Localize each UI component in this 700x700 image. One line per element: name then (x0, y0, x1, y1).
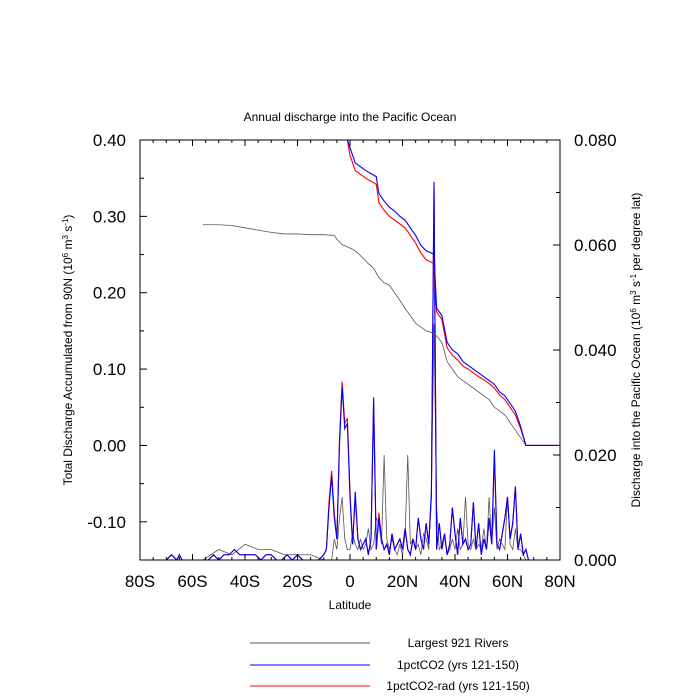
x-tick-label: 60S (177, 572, 207, 591)
x-tick-label: 40S (230, 572, 260, 591)
x-tick-label: 80S (125, 572, 155, 591)
y-left-tick-label: 0.10 (93, 360, 126, 379)
series-line-accumulated-0 (203, 224, 560, 446)
y-left-tick-label: 0.00 (93, 436, 126, 455)
x-tick-label: 20N (387, 572, 418, 591)
legend: Largest 921 Rivers 1pctCO2 (yrs 121-150) 1… (250, 636, 530, 693)
y-left-tick-label: -0.10 (87, 513, 126, 532)
series-layer (140, 140, 560, 560)
y-right-tick-label: 0.040 (574, 341, 617, 360)
x-tick-label: 40N (439, 572, 470, 591)
x-tick-label: 60N (492, 572, 523, 591)
series-line-accumulated-1 (346, 140, 560, 447)
y-right-tick-label: 0.000 (574, 551, 617, 570)
y-left-tick-label: 0.30 (93, 207, 126, 226)
x-tick-label: 80N (544, 572, 575, 591)
legend-label: 1pctCO2-rad (yrs 121-150) (386, 679, 529, 693)
series-line-accumulated-2 (346, 140, 560, 447)
y-axis-right-label: Discharge into the Pacific Ocean (106 m3… (629, 193, 644, 508)
series-line-per-degree-4 (140, 181, 560, 560)
x-tick-label: 20S (282, 572, 312, 591)
y-axis-left: 0.40 0.30 0.20 0.10 0.00 -0.10 (87, 131, 147, 561)
chart-title: Annual discharge into the Pacific Ocean (244, 110, 457, 124)
y-right-tick-label: 0.080 (574, 131, 617, 150)
x-axis: 80S 60S 40S 20S 0 20N 40N 60N 80N (125, 140, 576, 591)
legend-label: 1pctCO2 (yrs 121-150) (397, 658, 519, 672)
y-left-tick-label: 0.40 (93, 131, 126, 150)
x-tick-label: 0 (345, 572, 354, 591)
series-line-per-degree-3 (202, 323, 534, 560)
x-axis-label: Latitude (329, 598, 372, 612)
y-axis-right: 0.080 0.060 0.040 0.020 0.000 (553, 131, 617, 570)
legend-label: Largest 921 Rivers (408, 636, 509, 650)
y-right-tick-label: 0.060 (574, 236, 617, 255)
y-left-tick-label: 0.20 (93, 284, 126, 303)
y-right-tick-label: 0.020 (574, 446, 617, 465)
y-axis-left-label: Total Discharge Accumulated from 90N (10… (61, 215, 76, 486)
